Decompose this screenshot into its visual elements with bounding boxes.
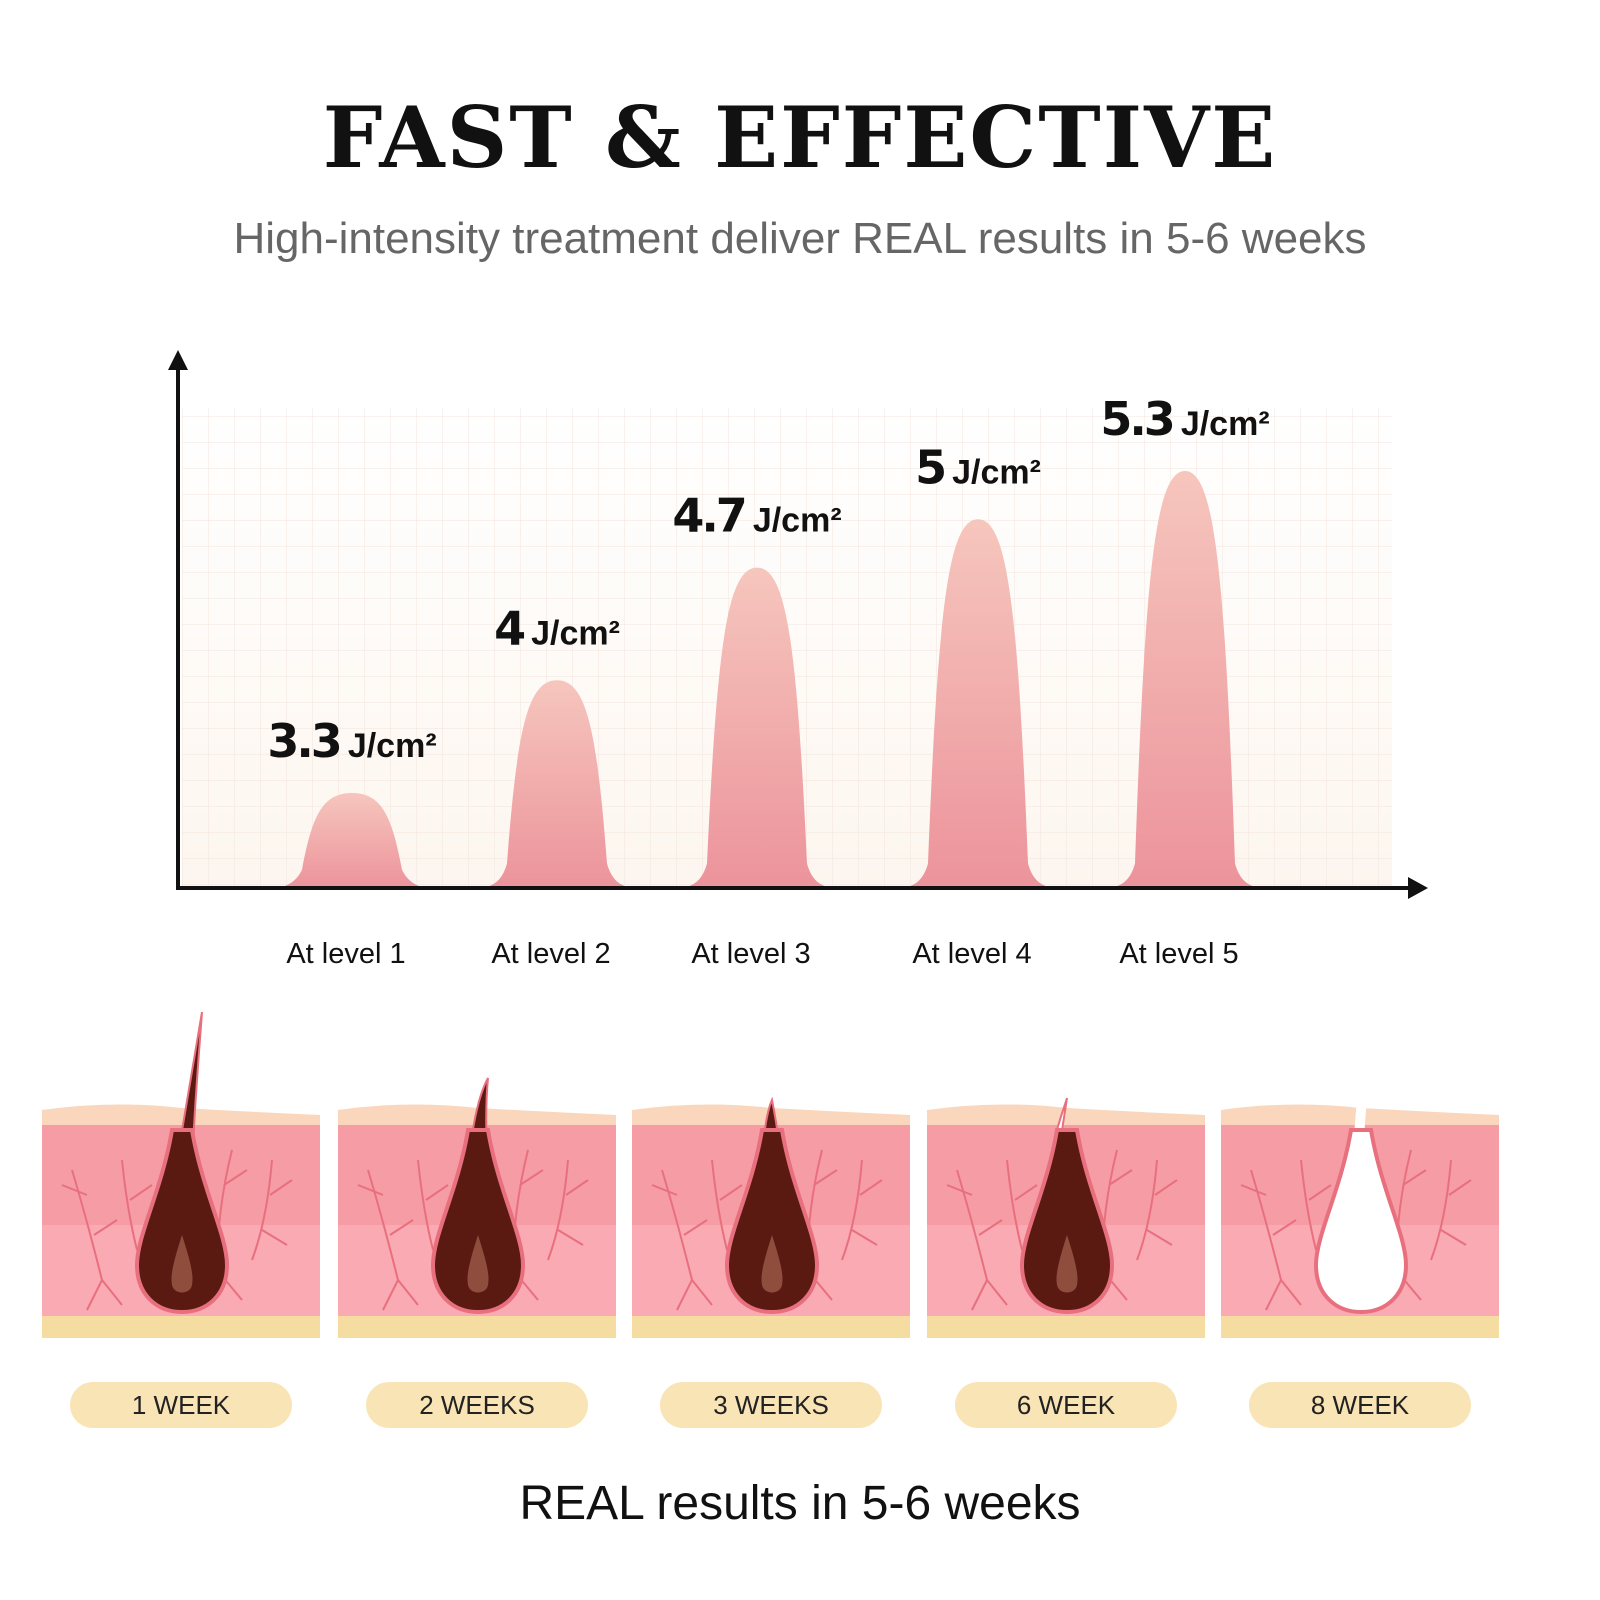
peak-4 bbox=[898, 519, 1058, 888]
peak-series bbox=[272, 471, 1265, 888]
y-axis bbox=[168, 350, 188, 890]
skin-panel-2 bbox=[338, 1010, 616, 1360]
page-subtitle: High-intensity treatment deliver REAL re… bbox=[233, 214, 1367, 263]
value-labels: 3.3 J/cm² 4 J/cm² 4.7 J/cm² 5 J/cm² 5.3 J/cm² bbox=[267, 392, 1269, 768]
x-axis bbox=[176, 877, 1428, 899]
peak-2 bbox=[477, 680, 637, 888]
week-badge-1: 1 WEEK bbox=[70, 1382, 292, 1428]
week-badge-3: 3 WEEKS bbox=[660, 1382, 882, 1428]
footer-caption: REAL results in 5-6 weeks bbox=[519, 1477, 1081, 1530]
x-tick-label-2: At level 2 bbox=[491, 938, 610, 970]
skin-illustration bbox=[927, 1097, 1205, 1338]
x-tick-label-3: At level 3 bbox=[691, 938, 810, 970]
week-badge-5: 8 WEEK bbox=[1249, 1382, 1471, 1428]
skin-illustration bbox=[42, 1011, 320, 1338]
value-label-1: 3.3 J/cm² bbox=[267, 714, 436, 768]
x-tick-labels: At level 1 At level 2 At level 3 At level 4… bbox=[286, 938, 1238, 970]
skin-illustration bbox=[338, 1077, 616, 1338]
energy-chart: 3.3 J/cm² 4 J/cm² 4.7 J/cm² 5 J/cm² 5.3 J/cm² At … bbox=[168, 350, 1428, 970]
skin-panel-1 bbox=[42, 1010, 320, 1360]
skin-illustration bbox=[1221, 1099, 1499, 1338]
skin-panel-4 bbox=[927, 1010, 1205, 1360]
week-badge-4: 6 WEEK bbox=[955, 1382, 1177, 1428]
peak-1 bbox=[272, 793, 432, 888]
x-tick-label-4: At level 4 bbox=[912, 938, 1031, 970]
value-label-2: 4 J/cm² bbox=[494, 601, 620, 655]
x-tick-label-1: At level 1 bbox=[286, 938, 405, 970]
skin-illustration bbox=[632, 1096, 910, 1338]
page-title: FAST & EFFECTIVE bbox=[322, 88, 1278, 187]
value-label-4: 5 J/cm² bbox=[915, 440, 1041, 494]
skin-panel-3 bbox=[632, 1010, 910, 1360]
value-label-5: 5.3 J/cm² bbox=[1100, 392, 1269, 446]
skin-panel-5 bbox=[1221, 1010, 1499, 1360]
week-badge-2: 2 WEEKS bbox=[366, 1382, 588, 1428]
x-tick-label-5: At level 5 bbox=[1119, 938, 1238, 970]
value-label-3: 4.7 J/cm² bbox=[672, 489, 841, 543]
peak-3 bbox=[677, 567, 837, 888]
peak-5 bbox=[1105, 471, 1265, 888]
